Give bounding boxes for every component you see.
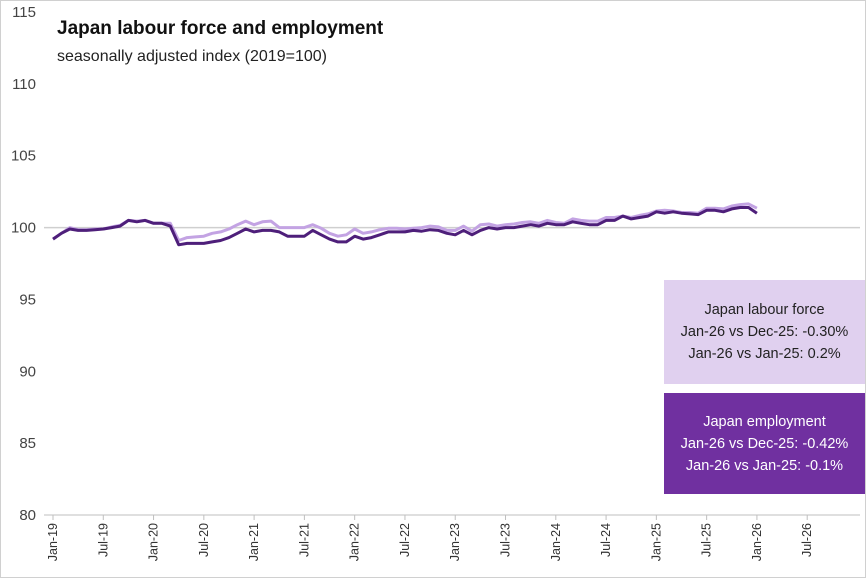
annotation-line: Jan-26 vs Dec-25: -0.42% — [680, 435, 849, 452]
employment-annotation: Japan employment Jan-26 vs Dec-25: -0.42… — [664, 393, 865, 494]
y-tick-label: 85 — [19, 435, 36, 452]
x-tick-label: Jul-21 — [297, 523, 311, 557]
x-tick-label: Jan-25 — [649, 523, 663, 561]
x-tick-label: Jul-23 — [499, 523, 513, 557]
x-tick-label: Jan-20 — [147, 523, 161, 561]
x-tick-label: Jul-24 — [599, 523, 613, 557]
y-tick-label: 90 — [19, 363, 36, 380]
y-tick-label: 115 — [12, 4, 36, 21]
annotation-line: Japan employment — [703, 413, 826, 430]
y-tick-label: 95 — [19, 291, 36, 308]
x-tick-label: Jan-24 — [549, 523, 563, 561]
chart-subtitle: seasonally adjusted index (2019=100) — [57, 48, 327, 65]
x-tick-label: Jul-26 — [800, 523, 814, 557]
employment-line — [52, 206, 758, 247]
chart-title: Japan labour force and employment — [57, 18, 384, 39]
annotation-line: Jan-26 vs Dec-25: -0.30% — [680, 324, 849, 340]
annotation-line: Jan-26 vs Jan-25: -0.1% — [685, 457, 844, 474]
labour-force-line — [52, 202, 758, 242]
y-tick-label: 80 — [19, 507, 36, 524]
x-tick-label: Jul-20 — [197, 523, 211, 557]
x-tick-label: Jan-19 — [46, 523, 60, 561]
labour-force-annotation: Japan labour force Jan-26 vs Dec-25: -0.… — [664, 280, 865, 384]
x-tick-label: Jul-25 — [700, 523, 714, 557]
y-tick-label: 110 — [12, 76, 36, 93]
x-tick-label: Jan-23 — [448, 523, 462, 561]
y-tick-label: 100 — [11, 220, 36, 237]
y-tick-label: 105 — [11, 148, 36, 165]
x-tick-label: Jul-22 — [398, 523, 412, 557]
annotation-line: Japan labour force — [704, 302, 825, 318]
annotation-line: Jan-26 vs Jan-25: 0.2% — [688, 346, 841, 362]
x-tick-label: Jul-19 — [96, 523, 110, 557]
x-tick-label: Jan-26 — [750, 523, 764, 561]
x-tick-label: Jan-21 — [247, 523, 261, 561]
x-tick-label: Jan-22 — [348, 523, 362, 561]
